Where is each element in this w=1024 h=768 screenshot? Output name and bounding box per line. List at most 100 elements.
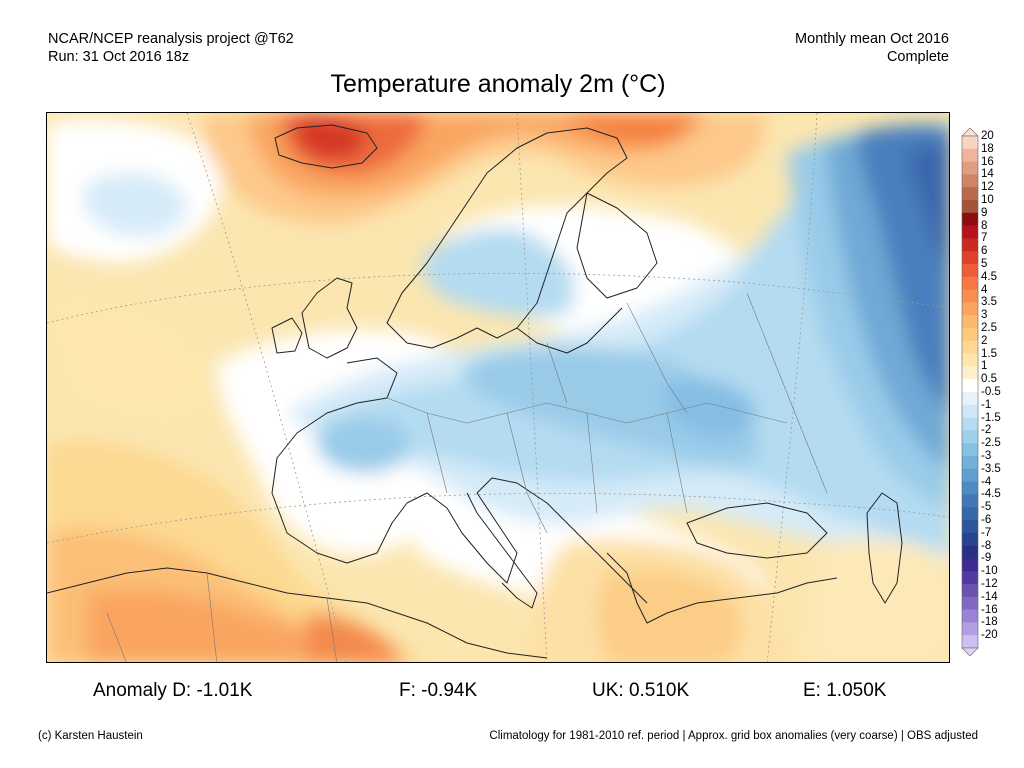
- colorbar-swatch: [962, 366, 978, 380]
- completeness-label: Complete: [886, 49, 949, 65]
- colorbar-top-triangle: [961, 128, 979, 137]
- colorbar-swatch: [962, 200, 978, 214]
- colorbar-label: 8: [981, 219, 988, 232]
- colorbar-swatch: [962, 532, 978, 546]
- anomaly-map: [46, 112, 950, 663]
- colorbar-label: 3: [981, 309, 988, 322]
- colorbar-label: 5: [981, 258, 988, 270]
- colorbar-label: 16: [981, 155, 994, 168]
- colorbar-swatch: [962, 136, 978, 150]
- colorbar-label: 4: [981, 283, 988, 296]
- colorbar-swatch: [962, 238, 978, 252]
- climatology-note: Climatology for 1981-2010 ref. period | …: [489, 730, 978, 742]
- colorbar-label: -8: [981, 539, 992, 552]
- period-info: Monthly mean Oct 2016 Complete: [795, 30, 949, 66]
- coast-baltic: [516, 307, 623, 354]
- period-label: Monthly mean Oct 2016: [795, 31, 949, 47]
- colorbar-label: 2: [981, 334, 988, 347]
- coast-ireland: [271, 317, 303, 354]
- map-title: Temperature anomaly 2m (°C): [330, 70, 666, 98]
- run-label: Run: 31 Oct 2016 18z: [48, 49, 190, 65]
- colorbar-label: -1: [981, 398, 992, 411]
- borders: [106, 292, 828, 662]
- colorbar-swatch: [962, 328, 978, 342]
- colorbar-swatch: [962, 353, 978, 367]
- colorbar-label: 9: [981, 206, 988, 219]
- colorbar-swatch: [962, 276, 978, 290]
- colorbar-label: 3.5: [981, 296, 997, 309]
- colorbar-label: -4.5: [981, 488, 1001, 501]
- colorbar-label: -10: [981, 565, 998, 578]
- colorbar-label: 7: [981, 232, 988, 245]
- colorbar-swatch: [962, 392, 978, 406]
- anomaly-minus-1.5-central: [463, 346, 758, 464]
- colorbar-label: 1: [981, 360, 988, 373]
- colorbar-label: -20: [981, 629, 998, 642]
- colorbar-swatch: [962, 315, 978, 329]
- colorbar-swatch: [962, 430, 978, 444]
- colorbar-swatch: [962, 468, 978, 482]
- dataset-label: NCAR/NCEP reanalysis project @T62: [48, 31, 294, 47]
- colorbar-swatch: [962, 148, 978, 162]
- copyright: (c) Karsten Haustein: [38, 730, 143, 742]
- coast-iceland: [274, 124, 378, 169]
- colorbar-swatch: [962, 622, 978, 636]
- colorbar-label: -4: [981, 475, 992, 488]
- colorbar-swatch: [962, 545, 978, 559]
- colorbar-swatch: [962, 520, 978, 534]
- colorbar-swatch: [962, 212, 978, 226]
- anomaly-e: E: 1.050K: [803, 680, 887, 701]
- colorbar-label: 18: [981, 142, 994, 155]
- colorbar-label: -7: [981, 526, 992, 539]
- colorbar-label: -2: [981, 424, 992, 437]
- colorbar-swatch: [962, 289, 978, 303]
- colorbar-swatch: [962, 456, 978, 470]
- colorbar-label: -3.5: [981, 462, 1001, 475]
- anomaly-plus-1-middle-east: [807, 539, 949, 662]
- coast-north-africa: [47, 567, 548, 659]
- colorbar-swatch: [962, 494, 978, 508]
- colorbar-swatch: [962, 558, 978, 572]
- colorbar-label: -3: [981, 450, 992, 462]
- coast-scandinavia: [386, 127, 628, 349]
- colorbar-label: -1.5: [981, 411, 1001, 424]
- coast-finland: [576, 192, 658, 299]
- anomaly-d: Anomaly D: -1.01K: [93, 680, 253, 701]
- colorbar-label: 0.5: [981, 373, 997, 386]
- colorbar-label: -16: [981, 603, 998, 616]
- run-info: NCAR/NCEP reanalysis project @T62 Run: 3…: [48, 30, 294, 66]
- coast-greece-turkey: [606, 552, 838, 624]
- anomaly-minus-5-east: [907, 143, 949, 270]
- colorbar-swatch: [962, 161, 978, 175]
- coast-italy: [466, 492, 538, 609]
- coast-western-europe: [271, 357, 648, 604]
- anomaly-f: F: -0.94K: [399, 680, 478, 701]
- colorbar-swatch: [962, 609, 978, 623]
- colorbar-label: 14: [981, 168, 994, 181]
- coast-great-britain: [301, 277, 358, 359]
- colorbar: [961, 128, 979, 656]
- anomaly-plus-4-barents: [567, 113, 697, 145]
- colorbar-label: 12: [981, 181, 994, 194]
- colorbar-swatch: [962, 174, 978, 188]
- colorbar-label: -18: [981, 616, 998, 629]
- colorbar-swatch: [962, 225, 978, 239]
- anomaly-minus-2.5-ukraine: [663, 379, 757, 437]
- colorbar-label: -12: [981, 578, 998, 590]
- anomaly-plus-1-atlantic: [47, 290, 211, 427]
- colorbar-label: 1.5: [981, 347, 997, 360]
- colorbar-swatch: [962, 584, 978, 598]
- colorbar-swatch: [962, 302, 978, 316]
- map-canvas: [47, 113, 949, 662]
- colorbar-label: -2.5: [981, 437, 1001, 450]
- colorbar-swatch: [962, 340, 978, 354]
- anomaly-uk: UK: 0.510K: [592, 680, 690, 701]
- colorbar-label: 2.5: [981, 322, 997, 334]
- colorbar-label: -9: [981, 552, 992, 565]
- colorbar-label: -6: [981, 514, 992, 526]
- colorbar-label: -5: [981, 501, 992, 514]
- colorbar-swatch: [962, 571, 978, 585]
- colorbar-swatch: [962, 417, 978, 431]
- colorbar-swatch: [962, 264, 978, 278]
- colorbar-label: 4.5: [981, 270, 997, 283]
